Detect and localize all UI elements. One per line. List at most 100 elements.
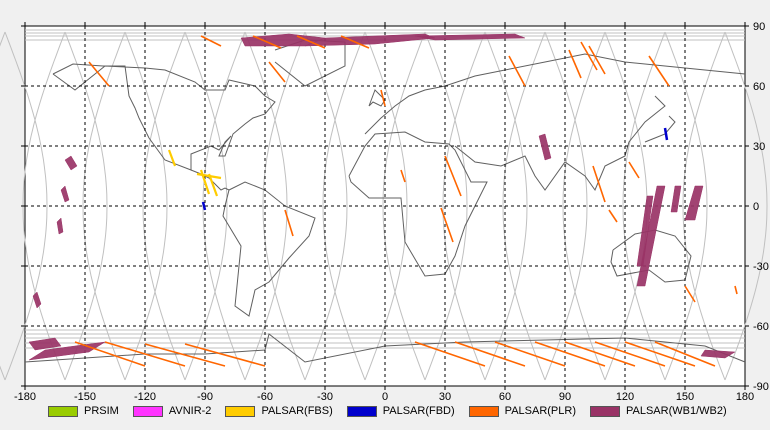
legend-item-palsar-fbs: PALSAR(FBS)	[225, 405, 333, 417]
plr-track	[508, 55, 526, 87]
legend-item-palsar-fbd: PALSAR(FBD)	[346, 405, 455, 417]
plr-track	[400, 169, 406, 183]
plr-track	[568, 49, 582, 79]
orbit-track	[124, 31, 168, 381]
x-tick-label: -150	[74, 391, 96, 400]
plr-track	[628, 161, 640, 179]
legend-item-prsim: PRSIM	[48, 405, 119, 417]
legend-item-palsar-wb: PALSAR(WB1/WB2)	[590, 405, 727, 417]
wb-swath	[28, 337, 62, 351]
plr-track	[88, 61, 110, 87]
legend-label-palsar-fbs: PALSAR(FBS)	[261, 405, 333, 417]
coastline	[222, 181, 316, 317]
wb-swath	[64, 155, 78, 171]
x-tick-label: -30	[317, 391, 333, 400]
y-tick-label: 0	[753, 201, 759, 213]
orbit-track	[82, 31, 126, 381]
plr-track	[588, 45, 606, 75]
fbd-track	[201, 201, 207, 211]
orbit-track	[664, 31, 708, 381]
plr-track	[296, 35, 326, 49]
wb-swath	[32, 291, 42, 309]
plr-track	[654, 341, 716, 367]
wb-swath	[700, 349, 736, 359]
legend-label-prsim: PRSIM	[84, 405, 119, 417]
x-tick-label: 150	[676, 391, 694, 400]
fbd-track	[663, 127, 669, 141]
orbit-track	[424, 31, 468, 381]
legend-label-avnir2: AVNIR-2	[168, 405, 212, 417]
y-tick-label: -60	[753, 321, 769, 333]
plr-track	[592, 165, 606, 203]
plr-track	[252, 35, 282, 49]
fbs-track	[207, 173, 219, 197]
x-tick-label: -90	[197, 391, 213, 400]
legend: PRSIM AVNIR-2 PALSAR(FBS) PALSAR(FBD) PA…	[48, 403, 741, 419]
x-tick-label: 120	[616, 391, 634, 400]
plr-track	[268, 61, 286, 83]
plr-track	[624, 341, 696, 367]
y-tick-label: -90	[753, 381, 769, 393]
plr-track	[440, 207, 454, 243]
x-tick-label: 90	[559, 391, 571, 400]
plr-track	[608, 209, 618, 223]
orbit-track	[304, 31, 348, 381]
orbit-track	[562, 31, 606, 381]
legend-label-palsar-fbd: PALSAR(FBD)	[382, 405, 455, 417]
plr-track	[104, 341, 186, 367]
coverage-map: -180 -150 -120 -90 -60 -30 0 30 60 90 120 150 180 90 6…	[0, 21, 769, 400]
legend-item-avnir2: AVNIR-2	[132, 405, 212, 417]
x-tick-label: 30	[439, 391, 451, 400]
plr-track	[144, 343, 226, 367]
legend-item-palsar-plr: PALSAR(PLR)	[468, 405, 576, 417]
wb-swaths	[28, 33, 736, 361]
y-tick-label: -30	[753, 261, 769, 273]
observation-tracks	[74, 35, 738, 367]
coastline	[348, 131, 488, 277]
orbit-track	[0, 31, 6, 381]
wb-swath	[56, 217, 64, 235]
y-tick-label: 30	[753, 141, 765, 153]
grid-lines	[25, 26, 745, 386]
orbit-track	[682, 31, 726, 381]
orbit-track	[484, 31, 528, 381]
plr-track	[454, 341, 526, 367]
plr-track	[340, 35, 370, 49]
x-tick-label: 0	[382, 391, 388, 400]
plr-track	[414, 341, 486, 367]
legend-swatch-avnir2	[132, 405, 163, 417]
plr-track	[648, 55, 670, 87]
x-tick-label: -120	[134, 391, 156, 400]
orbit-track	[244, 31, 288, 381]
legend-swatch-prsim	[48, 405, 78, 417]
legend-swatch-palsar-plr	[468, 405, 499, 417]
plr-track	[74, 341, 146, 367]
plr-track	[534, 341, 606, 367]
orbit-track	[382, 31, 426, 381]
plr-track	[284, 209, 294, 237]
orbit-track	[724, 31, 768, 381]
x-tick-label: -180	[14, 391, 36, 400]
axis-ticks: -180 -150 -120 -90 -60 -30 0 30 60 90 120 150 180 90 6…	[14, 21, 769, 400]
plr-track	[684, 285, 696, 303]
orbit-track	[4, 31, 48, 381]
fbs-track	[167, 149, 177, 167]
coastline	[364, 53, 746, 135]
orbit-track	[64, 31, 108, 381]
plr-track	[200, 35, 222, 47]
wb-swath	[670, 185, 682, 213]
plr-track	[444, 155, 462, 197]
coastline	[368, 89, 386, 107]
wb-swath	[60, 185, 70, 203]
x-tick-label: 60	[499, 391, 511, 400]
coastline	[454, 95, 666, 192]
x-tick-label: 180	[736, 391, 754, 400]
y-tick-label: 90	[753, 21, 765, 33]
plr-track	[580, 41, 598, 71]
plr-track	[734, 285, 738, 295]
wb-swath	[240, 33, 326, 47]
coastline	[52, 63, 276, 171]
wb-swath	[684, 185, 704, 221]
wb-swath	[414, 33, 526, 41]
orbit-track	[544, 31, 588, 381]
